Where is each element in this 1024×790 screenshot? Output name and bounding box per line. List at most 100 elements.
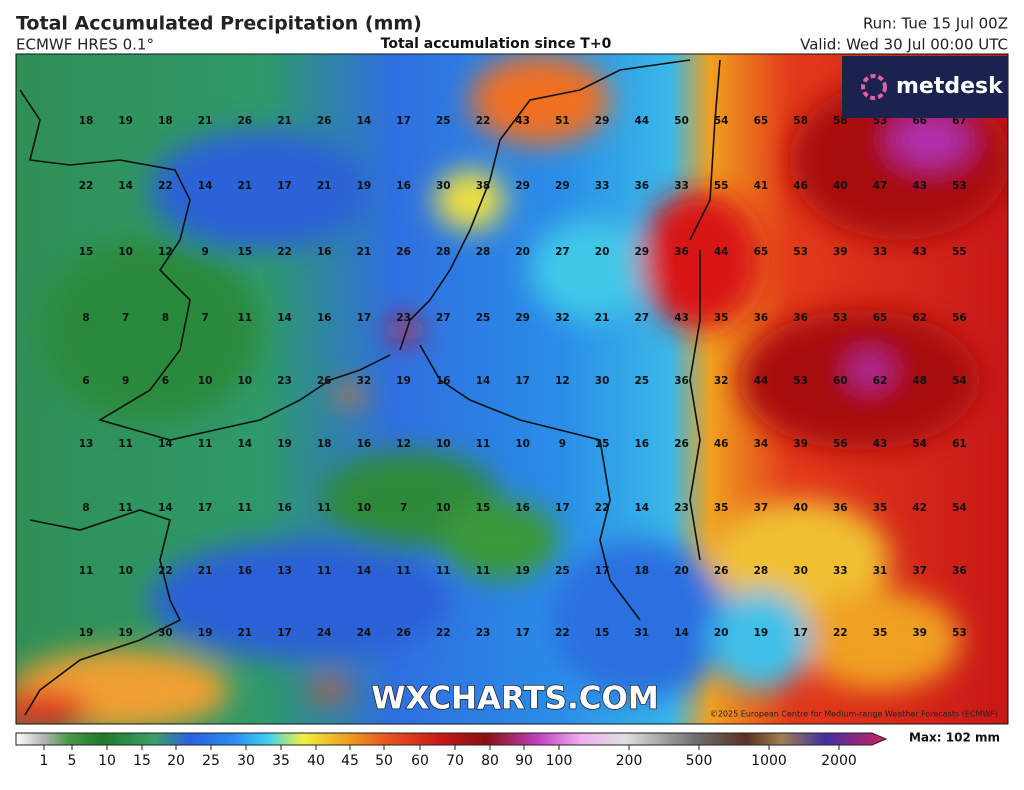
grid-value: 11 <box>198 438 213 450</box>
grid-value: 60 <box>833 375 848 387</box>
grid-value: 17 <box>357 312 372 324</box>
grid-value: 65 <box>754 246 769 258</box>
grid-value: 44 <box>714 246 729 258</box>
grid-value: 18 <box>79 115 94 127</box>
model: ECMWF HRES 0.1° <box>16 36 154 54</box>
legend-tick-label: 2000 <box>821 753 857 769</box>
grid-value: 51 <box>555 115 570 127</box>
grid-value: 53 <box>952 627 967 639</box>
grid-value: 16 <box>396 180 411 192</box>
grid-value: 26 <box>714 565 729 577</box>
grid-value: 24 <box>317 627 332 639</box>
grid-value: 10 <box>515 438 530 450</box>
grid-value: 16 <box>357 438 372 450</box>
grid-value: 39 <box>793 438 808 450</box>
legend-tick-label: 500 <box>686 753 713 769</box>
run-time: Run: Tue 15 Jul 00Z <box>863 15 1008 33</box>
legend-tick-label: 60 <box>411 753 429 769</box>
grid-value: 35 <box>873 627 888 639</box>
grid-value: 50 <box>674 115 689 127</box>
grid-value: 17 <box>277 180 292 192</box>
grid-value: 29 <box>595 115 610 127</box>
grid-value: 33 <box>674 180 689 192</box>
legend-tick-label: 50 <box>375 753 393 769</box>
grid-value: 19 <box>277 438 292 450</box>
grid-value: 10 <box>118 246 133 258</box>
grid-value: 15 <box>79 246 94 258</box>
grid-value: 21 <box>595 312 610 324</box>
grid-value: 22 <box>158 180 173 192</box>
legend-tick-label: 5 <box>68 753 77 769</box>
legend-tick-label: 45 <box>341 753 359 769</box>
grid-value: 10 <box>198 375 213 387</box>
grid-value: 48 <box>912 375 927 387</box>
grid-value: 22 <box>476 115 491 127</box>
legend-tick-label: 35 <box>272 753 290 769</box>
grid-value: 26 <box>674 438 689 450</box>
grid-value: 14 <box>158 438 173 450</box>
grid-value: 19 <box>357 180 372 192</box>
grid-value: 10 <box>118 565 133 577</box>
grid-value: 27 <box>555 246 570 258</box>
grid-value: 19 <box>515 565 530 577</box>
grid-value: 22 <box>436 627 451 639</box>
grid-value: 54 <box>912 438 927 450</box>
grid-value: 18 <box>158 115 173 127</box>
grid-value: 37 <box>754 502 769 514</box>
grid-value: 6 <box>82 375 89 387</box>
grid-value: 31 <box>873 565 888 577</box>
grid-value: 14 <box>198 180 213 192</box>
grid-value: 19 <box>198 627 213 639</box>
grid-value: 33 <box>833 565 848 577</box>
grid-value: 13 <box>277 565 292 577</box>
grid-value: 36 <box>754 312 769 324</box>
legend-tick-label: 200 <box>616 753 643 769</box>
grid-value: 43 <box>873 438 888 450</box>
grid-value: 17 <box>793 627 808 639</box>
grid-value: 15 <box>595 627 610 639</box>
grid-value: 54 <box>952 502 967 514</box>
grid-value: 21 <box>277 115 292 127</box>
grid-value: 53 <box>952 180 967 192</box>
legend-tick-label: 20 <box>167 753 185 769</box>
grid-value: 21 <box>237 180 252 192</box>
grid-value: 26 <box>317 375 332 387</box>
grid-value: 19 <box>396 375 411 387</box>
grid-value: 20 <box>714 627 729 639</box>
grid-value: 16 <box>237 565 252 577</box>
grid-value: 10 <box>436 502 451 514</box>
grid-value: 19 <box>118 627 133 639</box>
grid-value: 26 <box>317 115 332 127</box>
grid-value: 27 <box>634 312 649 324</box>
grid-value: 62 <box>912 312 927 324</box>
grid-value: 20 <box>674 565 689 577</box>
grid-value: 20 <box>515 246 530 258</box>
grid-value: 11 <box>317 565 332 577</box>
grid-value: 14 <box>476 375 491 387</box>
grid-value: 22 <box>555 627 570 639</box>
grid-value: 54 <box>952 375 967 387</box>
grid-value: 10 <box>436 438 451 450</box>
grid-value: 29 <box>515 180 530 192</box>
grid-value: 19 <box>754 627 769 639</box>
grid-value: 33 <box>873 246 888 258</box>
grid-value: 35 <box>714 502 729 514</box>
grid-value: 9 <box>122 375 129 387</box>
grid-value: 24 <box>357 627 372 639</box>
grid-value: 43 <box>674 312 689 324</box>
grid-value: 8 <box>162 312 169 324</box>
grid-value: 32 <box>357 375 372 387</box>
grid-value: 34 <box>754 438 769 450</box>
legend-tick-label: 10 <box>98 753 116 769</box>
grid-value: 25 <box>476 312 491 324</box>
grid-value: 54 <box>714 115 729 127</box>
grid-value: 16 <box>317 246 332 258</box>
grid-value: 36 <box>833 502 848 514</box>
grid-value: 17 <box>396 115 411 127</box>
grid-value: 15 <box>476 502 491 514</box>
legend-tick-label: 100 <box>546 753 573 769</box>
grid-value: 10 <box>237 375 252 387</box>
precipitation-field <box>16 54 1008 724</box>
grid-value: 23 <box>396 312 411 324</box>
